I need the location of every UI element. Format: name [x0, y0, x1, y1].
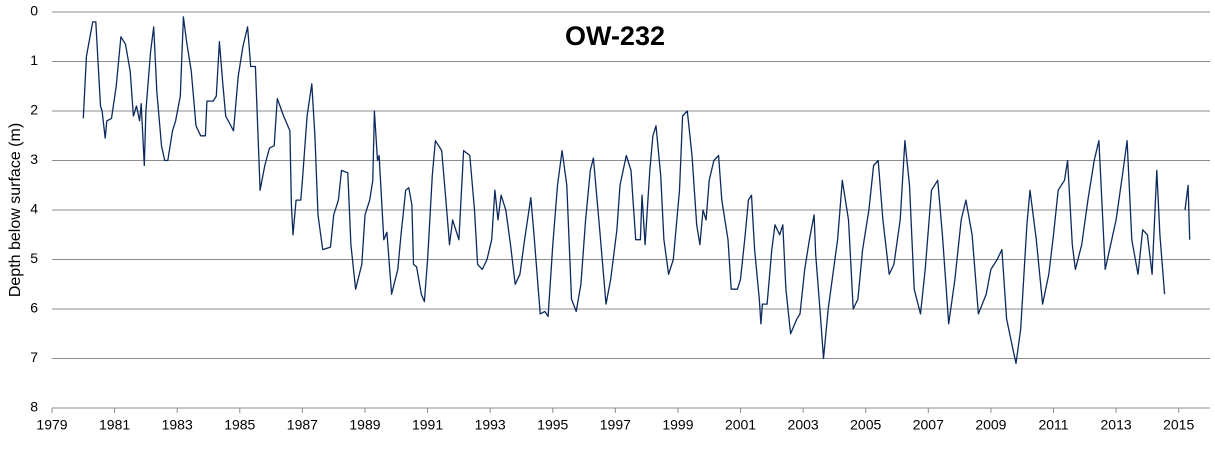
y-tick-label: 1 — [30, 52, 38, 68]
x-tick-label: 1981 — [99, 417, 130, 433]
x-tick-label: 2001 — [725, 417, 756, 433]
y-tick-label: 7 — [30, 349, 38, 365]
x-tick-label: 1985 — [224, 417, 255, 433]
x-tick-label: 2007 — [913, 417, 944, 433]
x-tick-label: 2013 — [1101, 417, 1132, 433]
x-tick-label: 1993 — [475, 417, 506, 433]
data-line — [82, 16, 1191, 365]
y-tick-label: 6 — [30, 300, 38, 316]
x-tick-label: 1997 — [600, 417, 631, 433]
y-tick-label: 2 — [30, 102, 38, 118]
chart-title: OW-232 — [565, 21, 665, 51]
x-tick-label: 1999 — [662, 417, 693, 433]
x-tick-label: 1989 — [349, 417, 380, 433]
y-tick-label: 8 — [30, 399, 38, 415]
x-tick-label: 1987 — [287, 417, 318, 433]
x-tick-label: 2005 — [850, 417, 881, 433]
y-axis-label: Depth below surface (m) — [7, 123, 24, 297]
y-tick-label: 3 — [30, 151, 38, 167]
x-tick-label: 2015 — [1163, 417, 1194, 433]
x-tick-label: 1991 — [412, 417, 443, 433]
x-tick-label: 1995 — [537, 417, 568, 433]
y-tick-label: 4 — [30, 201, 38, 217]
y-tick-label: 5 — [30, 250, 38, 266]
y-tick-label: 0 — [30, 3, 38, 19]
x-tick-label: 2011 — [1038, 417, 1068, 433]
x-tick-label: 2009 — [975, 417, 1006, 433]
x-tick-label: 2003 — [788, 417, 819, 433]
x-tick-label: 1983 — [162, 417, 193, 433]
x-tick-label: 1979 — [36, 417, 67, 433]
